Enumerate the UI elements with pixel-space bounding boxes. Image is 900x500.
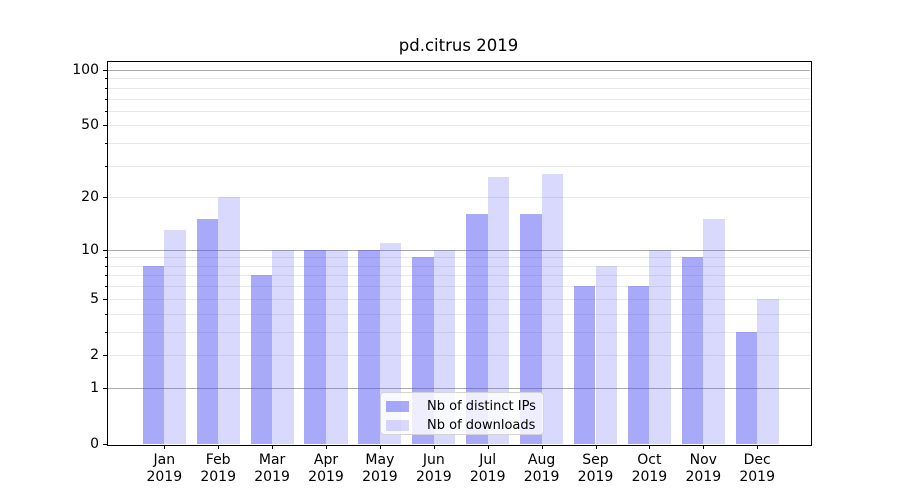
x-tick	[164, 445, 166, 449]
bar-nb-of-downloads-jan-2019	[164, 230, 186, 444]
y-tick-label: 10	[81, 241, 99, 258]
y-tick-label: 20	[81, 189, 99, 206]
y-tick	[103, 125, 107, 127]
y-tick-minor	[104, 331, 107, 333]
y-tick-minor	[104, 165, 107, 167]
x-tick-label-jul-2019: Jul 2019	[469, 452, 506, 485]
bar-nb-of-downloads-aug-2019	[541, 173, 564, 444]
x-tick-label-apr-2019: Apr 2019	[308, 452, 344, 485]
y-tick	[103, 298, 107, 300]
legend-item-distinct-ips: Nb of distinct IPs	[386, 397, 536, 416]
y-tick-label: 5	[90, 290, 99, 307]
y-tick-minor	[104, 275, 107, 277]
bar-nb-of-distinct-ips-jan-2019	[142, 265, 165, 444]
y-tick-label: 2	[90, 346, 99, 363]
x-tick-label-jan-2019: Jan 2019	[146, 452, 183, 485]
x-tick	[487, 445, 489, 449]
bar-nb-of-distinct-ips-feb-2019	[196, 219, 219, 444]
y-tick-minor	[104, 313, 107, 315]
x-tick-label-oct-2019: Oct 2019	[631, 452, 668, 485]
legend-label-downloads: Nb of downloads	[427, 418, 536, 433]
y-tick-minor	[104, 110, 107, 112]
y-tick	[103, 387, 107, 389]
legend-swatch-distinct-ips	[386, 401, 409, 412]
bar-nb-of-downloads-dec-2019	[757, 298, 779, 444]
gridline-minor	[107, 110, 810, 112]
bar-nb-of-distinct-ips-may-2019	[358, 249, 380, 444]
x-tick-label-nov-2019: Nov 2019	[685, 452, 722, 485]
bar-nb-of-distinct-ips-aug-2019	[520, 214, 542, 444]
x-tick-label-mar-2019: Mar 2019	[254, 452, 290, 485]
y-tick-minor	[104, 87, 107, 89]
chart-title: pd.citrus 2019	[398, 36, 519, 55]
bar-nb-of-downloads-sep-2019	[595, 265, 618, 444]
gridline-minor	[107, 197, 810, 199]
x-tick-label-sep-2019: Sep 2019	[577, 452, 614, 485]
y-tick-minor	[104, 265, 107, 267]
y-tick-label: 100	[72, 62, 99, 78]
gridline-minor	[107, 125, 810, 127]
legend: Nb of distinct IPs Nb of downloads	[380, 392, 544, 435]
bar-nb-of-distinct-ips-dec-2019	[735, 331, 758, 444]
y-tick	[103, 444, 107, 445]
gridline-minor	[107, 87, 810, 89]
bar-nb-of-downloads-feb-2019	[218, 197, 240, 444]
x-tick	[379, 445, 381, 449]
x-tick	[757, 445, 759, 449]
legend-item-downloads: Nb of downloads	[386, 416, 535, 435]
y-tick	[103, 197, 107, 199]
y-tick-label: 50	[81, 117, 99, 134]
x-tick-label-may-2019: May 2019	[362, 452, 398, 485]
y-tick-minor	[104, 257, 107, 259]
bar-nb-of-distinct-ips-mar-2019	[250, 275, 273, 444]
x-tick	[541, 445, 543, 449]
y-tick-minor	[104, 98, 107, 100]
x-tick	[326, 445, 327, 449]
bar-nb-of-distinct-ips-apr-2019	[304, 249, 326, 444]
x-tick-label-feb-2019: Feb 2019	[200, 452, 236, 485]
bar-nb-of-distinct-ips-sep-2019	[573, 286, 596, 444]
bar-nb-of-downloads-mar-2019	[272, 249, 294, 444]
bar-nb-of-downloads-oct-2019	[649, 249, 671, 444]
y-tick	[103, 249, 107, 251]
legend-swatch-downloads	[386, 420, 409, 431]
gridline-minor	[107, 165, 810, 167]
x-tick-label-jun-2019: Jun 2019	[415, 452, 452, 485]
y-tick	[103, 354, 107, 356]
x-tick	[218, 445, 220, 449]
bar-nb-of-distinct-ips-jul-2019	[466, 214, 488, 444]
x-tick	[433, 445, 435, 449]
gridline-minor	[107, 98, 810, 100]
gridline-major	[107, 70, 810, 71]
bar-nb-of-downloads-nov-2019	[703, 219, 725, 444]
gridline-minor	[107, 78, 810, 80]
bar-nb-of-distinct-ips-oct-2019	[627, 286, 650, 444]
bar-nb-of-distinct-ips-nov-2019	[681, 257, 704, 444]
y-tick-minor	[104, 78, 107, 80]
x-tick	[649, 445, 651, 449]
y-tick-label: 1	[90, 379, 99, 396]
legend-label-distinct-ips: Nb of distinct IPs	[427, 399, 536, 414]
x-tick	[703, 445, 705, 449]
y-tick-label: 0	[90, 436, 99, 452]
y-tick-minor	[104, 143, 107, 145]
x-tick-label-aug-2019: Aug 2019	[523, 452, 560, 485]
x-tick-label-dec-2019: Dec 2019	[739, 452, 775, 485]
x-tick	[272, 445, 274, 449]
bar-nb-of-downloads-apr-2019	[326, 249, 348, 444]
x-tick	[595, 445, 597, 449]
gridline-minor	[107, 143, 810, 145]
bar-nb-of-downloads-jul-2019	[487, 176, 510, 444]
y-tick	[103, 70, 107, 71]
y-tick-minor	[104, 286, 107, 288]
